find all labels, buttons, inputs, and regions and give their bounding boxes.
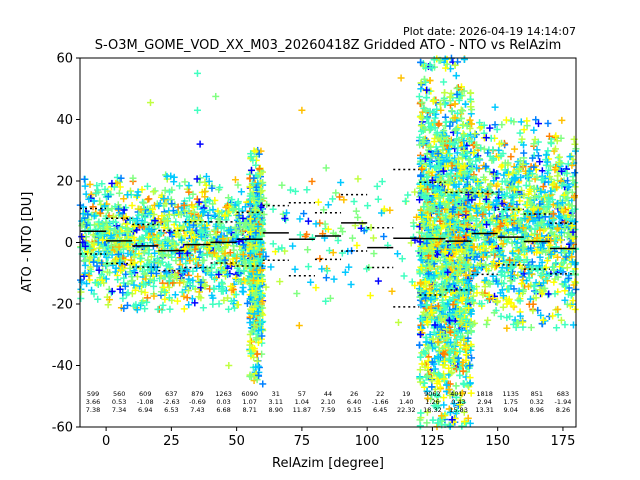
- scatter-point: [134, 188, 142, 196]
- scatter-point: [95, 248, 103, 256]
- scatter-point: [130, 302, 138, 310]
- scatter-point: [115, 189, 123, 197]
- scatter-point: [215, 300, 223, 308]
- scatter-point: [128, 290, 136, 298]
- scatter-point: [77, 288, 85, 296]
- scatter-point: [199, 304, 207, 312]
- scatter-point: [180, 305, 188, 313]
- scatter-point: [83, 280, 91, 288]
- scatter-point: [93, 182, 101, 190]
- scatter-point: [157, 229, 165, 237]
- scatter-point: [160, 196, 168, 204]
- scatter-point: [88, 286, 96, 294]
- scatter-point: [234, 181, 242, 189]
- scatter-point: [159, 301, 167, 309]
- scatter-point: [113, 222, 121, 230]
- scatter-point: [202, 181, 210, 189]
- scatter-points: [76, 54, 580, 431]
- scatter-point: [181, 178, 189, 186]
- scatter-point: [147, 253, 155, 261]
- scatter-point: [77, 294, 85, 302]
- scatter-point: [166, 228, 174, 236]
- scatter-point: [138, 186, 146, 194]
- scatter-point: [202, 172, 210, 180]
- scatter-point: [188, 295, 196, 303]
- scatter-point: [126, 187, 134, 195]
- scatter-point: [176, 182, 184, 190]
- scatter-point: [94, 295, 102, 303]
- scatter-point: [143, 182, 151, 190]
- scatter-point: [162, 171, 170, 179]
